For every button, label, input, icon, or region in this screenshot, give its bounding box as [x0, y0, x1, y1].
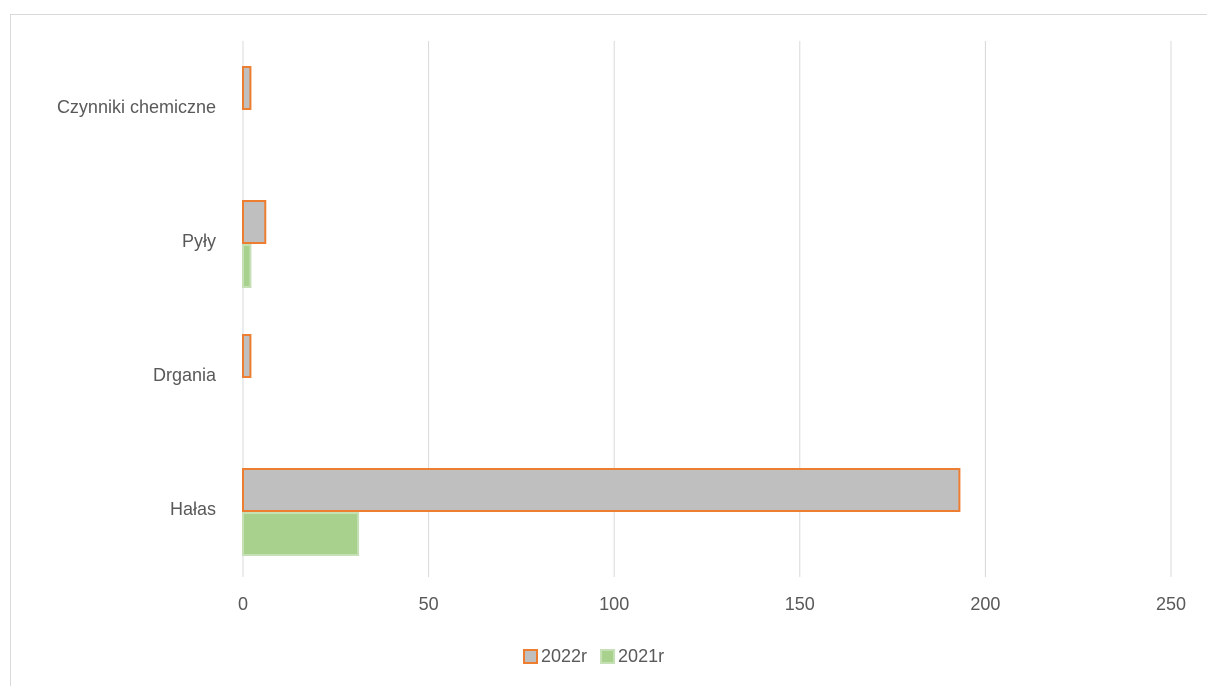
bar	[242, 468, 961, 512]
x-tick-label: 250	[1156, 594, 1186, 614]
legend-swatch	[523, 649, 538, 664]
chart-frame	[10, 14, 1207, 686]
bar	[242, 244, 252, 288]
y-tick-label: Czynniki chemiczne	[57, 97, 216, 117]
legend-label: 2022r	[541, 646, 587, 666]
y-tick-label: Drgania	[153, 365, 217, 385]
bar	[242, 512, 360, 556]
legend-swatch	[600, 649, 616, 664]
y-tick-label: Hałas	[170, 499, 216, 519]
bar	[242, 66, 252, 110]
x-tick-label: 0	[238, 594, 248, 614]
y-tick-label: Pyły	[182, 231, 216, 251]
x-tick-label: 100	[599, 594, 629, 614]
x-tick-label: 200	[970, 594, 1000, 614]
legend-label: 2021r	[618, 646, 664, 666]
x-tick-label: 150	[785, 594, 815, 614]
x-tick-label: 50	[419, 594, 439, 614]
bar	[242, 200, 267, 244]
bar	[242, 334, 252, 378]
